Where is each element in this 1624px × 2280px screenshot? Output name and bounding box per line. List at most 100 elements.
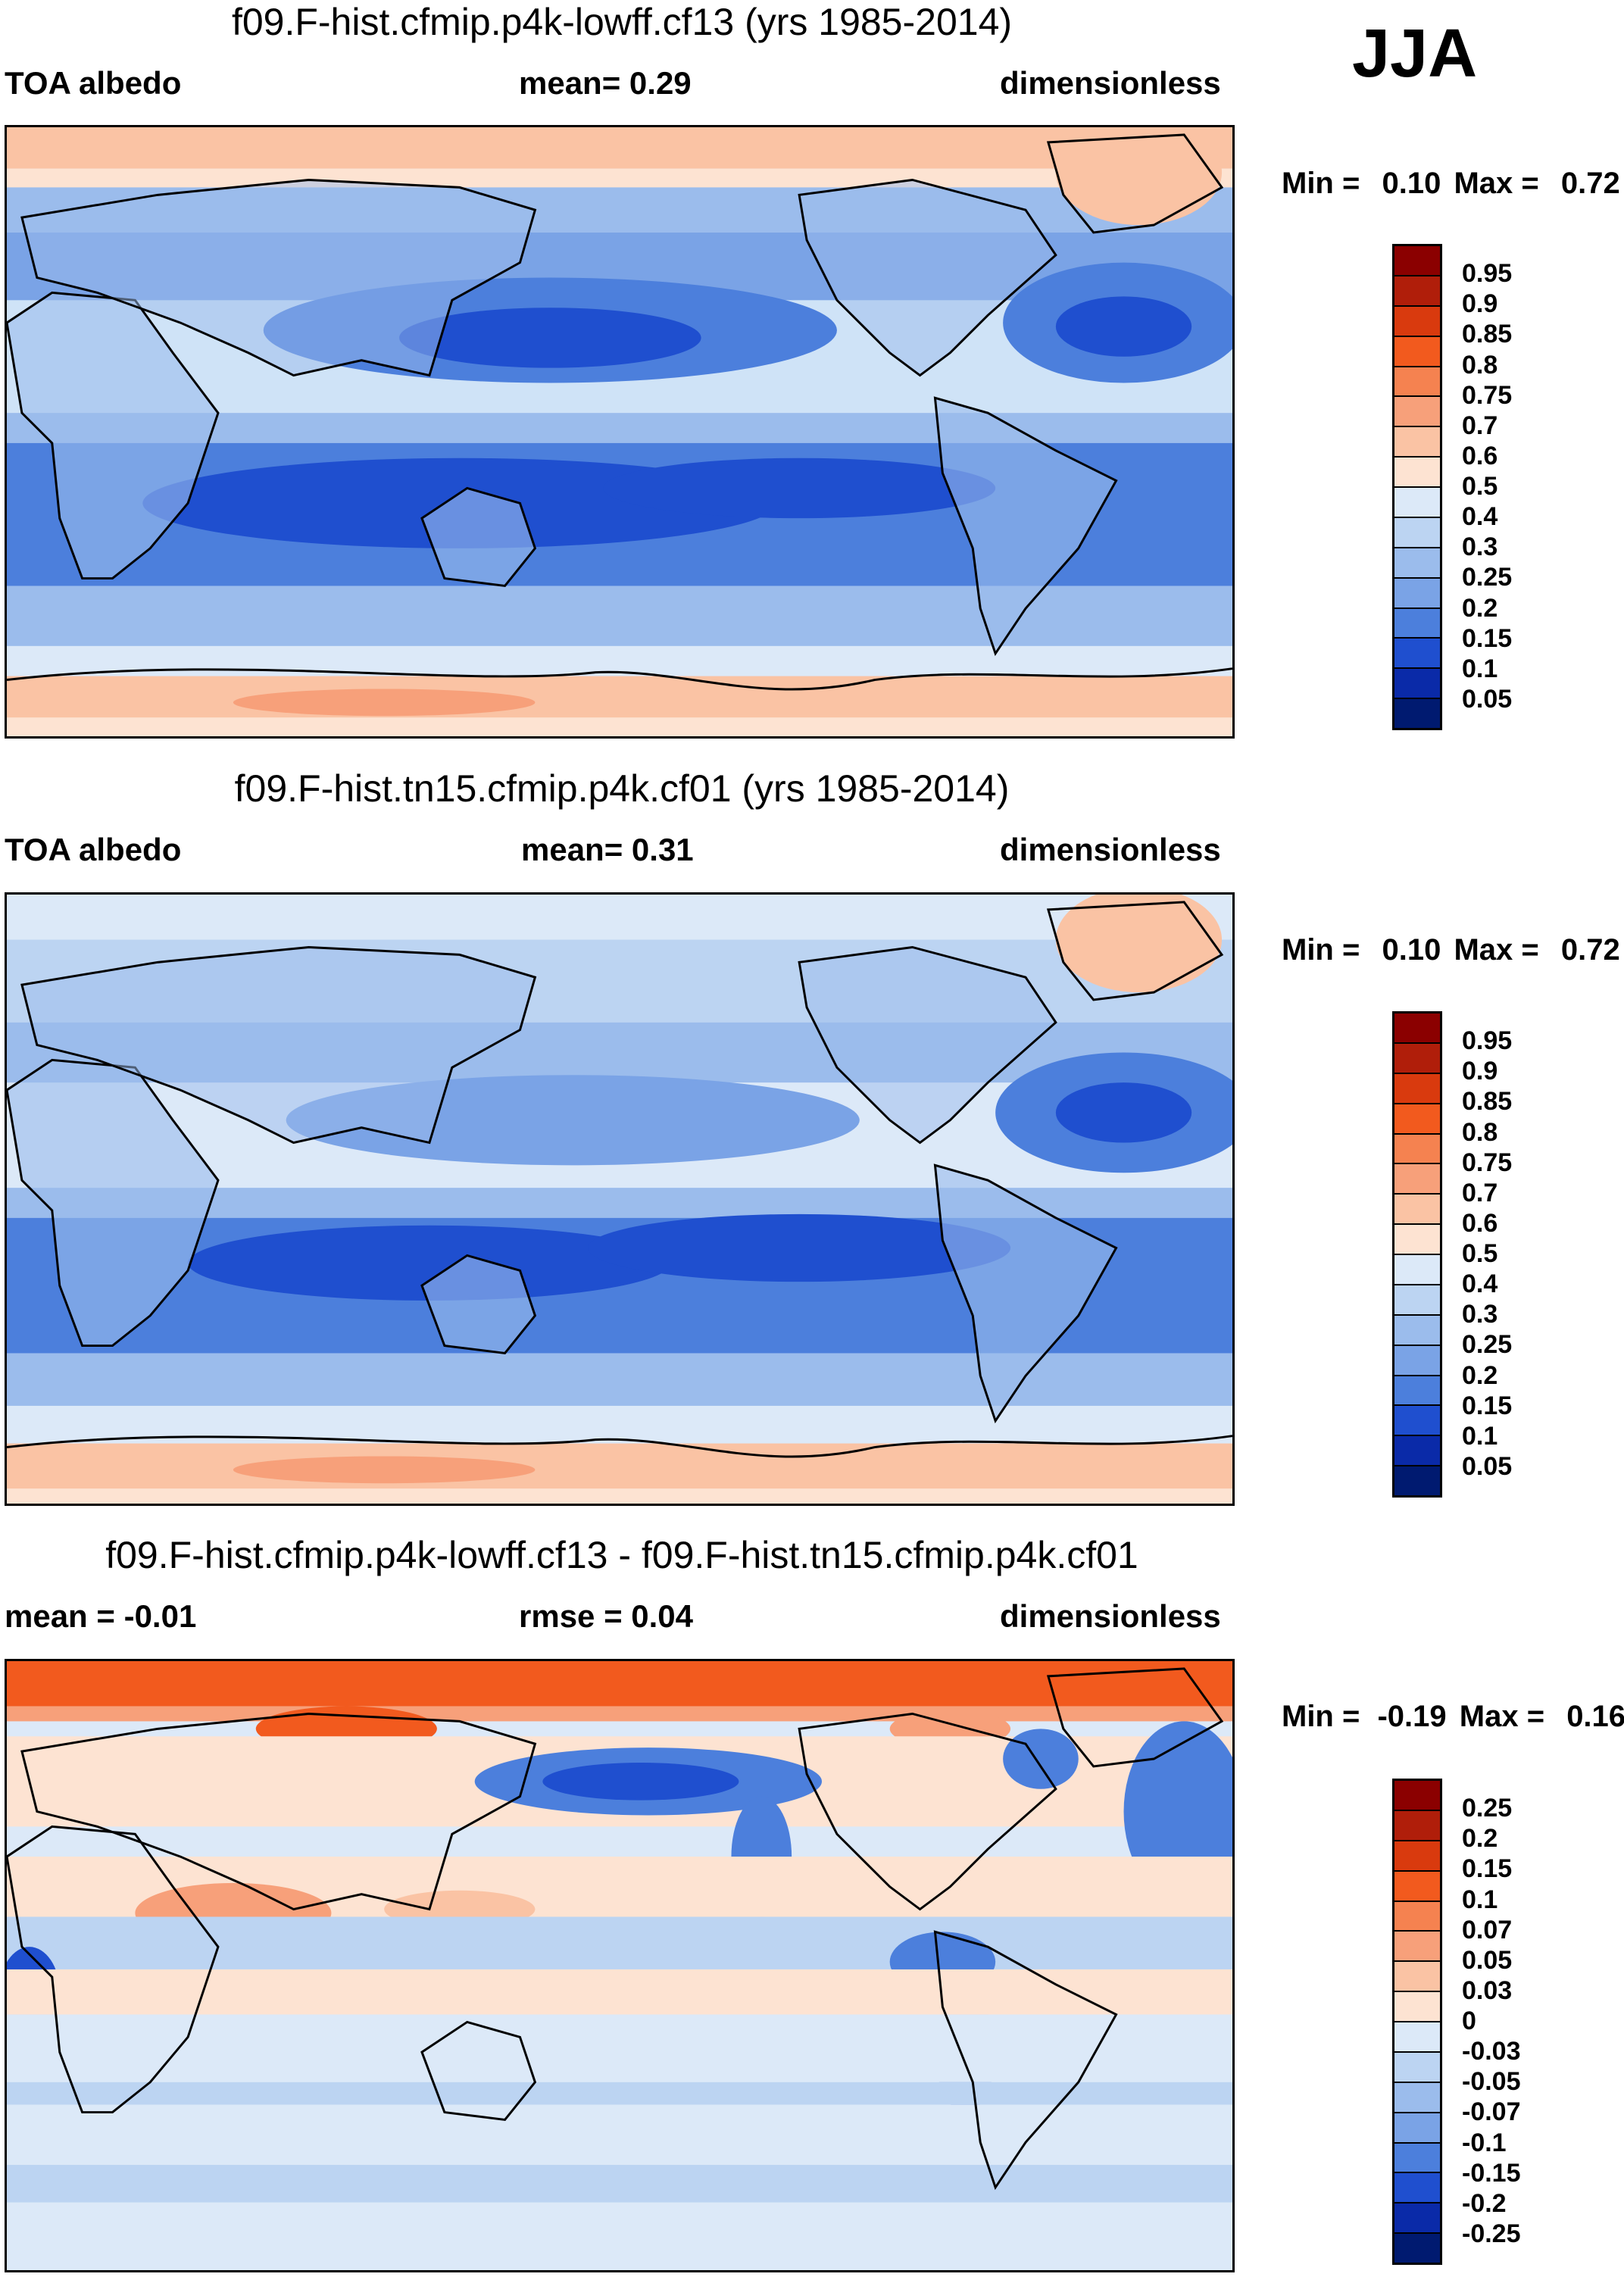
colorbar-cell — [1394, 1992, 1440, 2022]
panel1-mean-label: mean= 0.29 — [519, 65, 692, 101]
colorbar-cell — [1394, 578, 1440, 609]
colorbar-tick-label: 0.05 — [1462, 684, 1513, 714]
colorbar-cell — [1394, 1255, 1440, 1285]
colorbar-cell — [1394, 1164, 1440, 1195]
colorbar-tick-label: -0.15 — [1462, 2158, 1521, 2188]
colorbar-cell — [1394, 1962, 1440, 1993]
colorbar-cell — [1394, 2203, 1440, 2235]
colorbar-tick-label: 0.15 — [1462, 1391, 1513, 1420]
panel3-max-value: 0.16 — [1566, 1700, 1624, 1733]
colorbar-tick-label: 0.95 — [1462, 1026, 1513, 1056]
panel2-units-label: dimensionless — [1000, 832, 1221, 867]
colorbar-tick-label: 0.85 — [1462, 1087, 1513, 1117]
colorbar-tick-label: 0.25 — [1462, 563, 1513, 592]
colorbar-cell — [1394, 1195, 1440, 1226]
panel3-units-label: dimensionless — [1000, 1598, 1221, 1634]
colorbar-cell — [1394, 608, 1440, 639]
colorbar-tick-label: 0.7 — [1462, 1178, 1498, 1207]
colorbar-cell — [1394, 1871, 1440, 1902]
colorbar-tick-label: 0.15 — [1462, 1854, 1513, 1884]
colorbar-cell — [1394, 2082, 1440, 2113]
panel3-title: f09.F-hist.cfmip.p4k-lowff.cf13 - f09.F-… — [105, 1534, 1138, 1576]
colorbar-cell — [1394, 1285, 1440, 1316]
colorbar-cell — [1394, 1781, 1440, 1811]
panel2-mean-label: mean= 0.31 — [521, 832, 694, 867]
colorbar-tick-label: 0.9 — [1462, 289, 1498, 319]
panel1-minmax: Min = 0.10 Max = 0.72 — [1282, 167, 1620, 201]
colorbar-cell — [1394, 276, 1440, 307]
colorbar-cell — [1394, 1841, 1440, 1872]
colorbar-cell — [1394, 1932, 1440, 1963]
colorbar-cell — [1394, 1345, 1440, 1376]
colorbar-tick-label: -0.05 — [1462, 2067, 1521, 2097]
panel1-units-label: dimensionless — [1000, 65, 1221, 101]
panel2-min-label: Min = — [1282, 933, 1360, 967]
colorbar-cell — [1394, 1376, 1440, 1407]
panel3-rmse-label: rmse = 0.04 — [519, 1598, 694, 1634]
panel3-min-value: -0.19 — [1377, 1700, 1447, 1733]
colorbar-cell — [1394, 2113, 1440, 2144]
colorbar-cell — [1394, 2173, 1440, 2204]
colorbar-tick-label: 0.3 — [1462, 533, 1498, 562]
colorbar-tick-label: 0.05 — [1462, 1451, 1513, 1481]
panel3-min-label: Min = — [1282, 1700, 1360, 1733]
panel2-minmax: Min = 0.10 Max = 0.72 — [1282, 933, 1620, 967]
colorbar-cell — [1394, 2234, 1440, 2263]
colorbar-tick-label: 0.03 — [1462, 1975, 1513, 2005]
colorbar-tick-label: 0 — [1462, 2007, 1476, 2035]
colorbar-cell — [1394, 517, 1440, 548]
colorbar-tick-label: 0.75 — [1462, 1148, 1513, 1177]
colorbar-tick-label: -0.1 — [1462, 2128, 1507, 2157]
colorbar-tick-label: 0.3 — [1462, 1300, 1498, 1329]
colorbar-tick-label: -0.03 — [1462, 2037, 1521, 2066]
panel3-minmax: Min = -0.19 Max = 0.16 — [1282, 1700, 1624, 1734]
panel2-min-value: 0.10 — [1382, 933, 1441, 967]
panel2-variable-label: TOA albedo — [5, 832, 182, 867]
panel1-min-label: Min = — [1282, 167, 1360, 200]
colorbar-tick-label: 0.25 — [1462, 1794, 1513, 1823]
colorbar-tick-label: -0.25 — [1462, 2219, 1521, 2248]
panel1-min-value: 0.10 — [1382, 167, 1441, 200]
colorbar-tick-label: 0.1 — [1462, 1421, 1498, 1451]
colorbar-tick-label: 0.1 — [1462, 654, 1498, 683]
colorbar-cell — [1394, 306, 1440, 337]
colorbar-tick-label: 0.6 — [1462, 441, 1498, 470]
colorbar-cell — [1394, 699, 1440, 728]
panel3-map — [5, 1659, 1235, 2272]
colorbar-tick-label: 0.2 — [1462, 593, 1498, 623]
colorbar-tick-label: 0.75 — [1462, 380, 1513, 410]
panel2-title: f09.F-hist.tn15.cfmip.p4k.cf01 (yrs 1985… — [234, 767, 1010, 810]
colorbar-cell — [1394, 669, 1440, 700]
colorbar-cell — [1394, 458, 1440, 488]
colorbar-cell — [1394, 1315, 1440, 1346]
colorbar-cell — [1394, 367, 1440, 398]
colorbar-cell — [1394, 397, 1440, 428]
panel1-colorbar — [1392, 244, 1442, 730]
colorbar-tick-label: 0.1 — [1462, 1885, 1498, 1914]
panel1-title: f09.F-hist.cfmip.p4k-lowff.cf13 (yrs 198… — [231, 1, 1013, 43]
colorbar-cell — [1394, 1225, 1440, 1255]
colorbar-tick-label: 0.5 — [1462, 1239, 1498, 1268]
colorbar-cell — [1394, 1014, 1440, 1044]
colorbar-cell — [1394, 2022, 1440, 2053]
colorbar-tick-label: 0.15 — [1462, 623, 1513, 653]
colorbar-tick-label: 0.85 — [1462, 320, 1513, 349]
panel1-map — [5, 125, 1235, 739]
panel2-colorbar — [1392, 1011, 1442, 1498]
panel3-mean-label: mean = -0.01 — [5, 1598, 197, 1634]
colorbar-cell — [1394, 1134, 1440, 1165]
colorbar-tick-label: 0.05 — [1462, 1945, 1513, 1975]
colorbar-tick-label: 0.6 — [1462, 1208, 1498, 1238]
colorbar-cell — [1394, 1406, 1440, 1437]
panel1-variable-label: TOA albedo — [5, 65, 182, 101]
colorbar-tick-label: 0.95 — [1462, 259, 1513, 289]
colorbar-tick-label: -0.2 — [1462, 2188, 1507, 2218]
panel2-max-label: Max = — [1454, 933, 1539, 967]
colorbar-tick-label: 0.8 — [1462, 1117, 1498, 1147]
colorbar-cell — [1394, 1436, 1440, 1467]
panel2-max-value: 0.72 — [1560, 933, 1620, 967]
colorbar-tick-label: 0.8 — [1462, 350, 1498, 379]
colorbar-tick-label: 0.07 — [1462, 1915, 1513, 1944]
panel3-max-label: Max = — [1459, 1700, 1545, 1733]
colorbar-cell — [1394, 1073, 1440, 1104]
